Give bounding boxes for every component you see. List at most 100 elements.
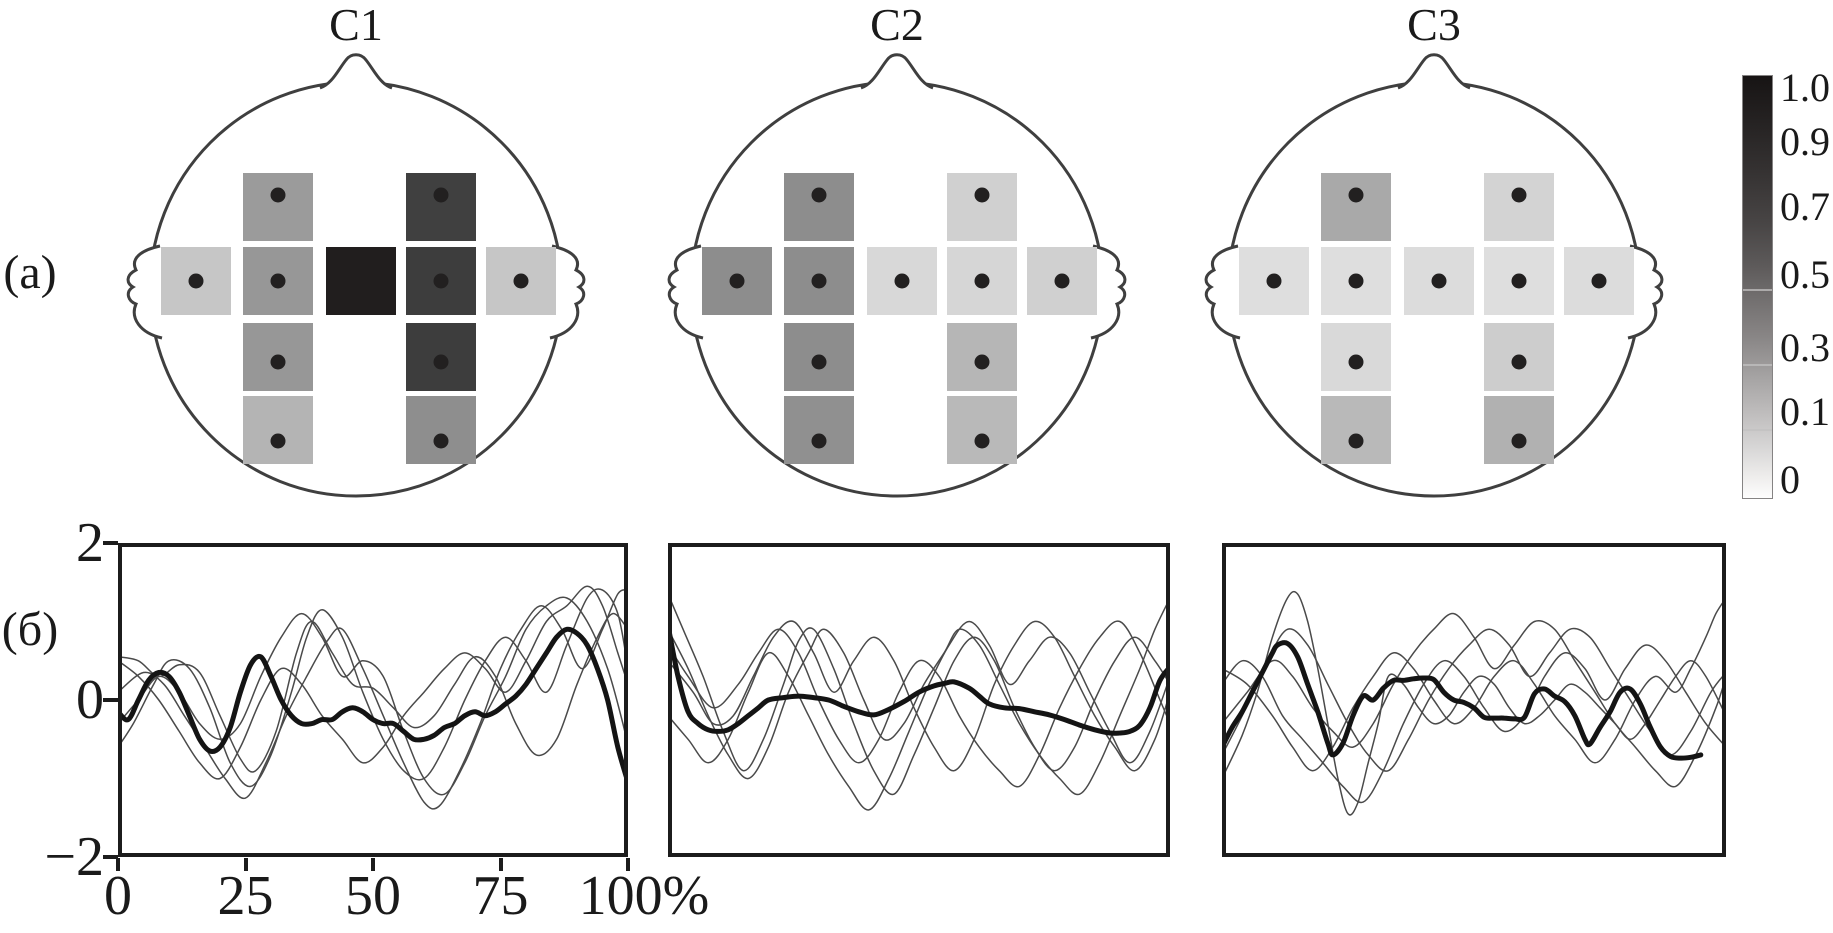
- head-nose-outline: [319, 53, 393, 90]
- x-axis-tick: [116, 858, 120, 871]
- electrode-dot-r2c2: [1348, 273, 1364, 289]
- head-left-ear: [1206, 246, 1240, 338]
- colorbar-label-0.5: 0.5: [1780, 252, 1830, 297]
- topomap-c1: [126, 53, 586, 498]
- head-left-ear-outline: [1204, 244, 1241, 340]
- electrode-dot-r2c2: [270, 273, 286, 289]
- head-left-ear: [669, 246, 703, 338]
- electrode-dot-r2c4: [433, 273, 449, 289]
- panel-b-label: (б): [1, 603, 59, 656]
- electrode-cell-r4c4: [947, 396, 1017, 464]
- electrode-dot-r3c2: [811, 354, 827, 370]
- colorbar-label-0.7: 0.7: [1780, 184, 1830, 229]
- x-axis-tick-label: 25: [217, 865, 274, 927]
- map-title-c2: C2: [870, 0, 924, 50]
- electrode-dot-r1c2: [1348, 187, 1364, 203]
- trial-curve-c3-trial-4: [1224, 644, 1724, 804]
- electrode-dot-r2c5: [513, 273, 529, 289]
- trial-curve-c3-trial-1: [1224, 590, 1724, 816]
- electrode-dot-r3c2: [270, 354, 286, 370]
- plot-frame-c2: [668, 543, 1170, 857]
- colorbar-label-0.1: 0.1: [1780, 389, 1830, 434]
- y-axis-tick-label: −2: [44, 826, 104, 888]
- x-axis-tick: [371, 858, 375, 871]
- electrode-dot-r1c2: [270, 187, 286, 203]
- electrode-dot-r2c5: [1054, 273, 1070, 289]
- electrode-cell-r4c2: [1321, 396, 1391, 464]
- trial-curve-c1-trial-5: [120, 585, 626, 780]
- electrode-dot-r2c3: [894, 273, 910, 289]
- electrode-dot-r2c4: [974, 273, 990, 289]
- x-axis-tick-label: 50: [345, 865, 401, 927]
- trial-curve-c2-trial-4: [670, 620, 1168, 811]
- trial-curve-c1-trial-3: [120, 589, 626, 810]
- colorbar-label-0.3: 0.3: [1780, 325, 1830, 370]
- electrode-dot-r4c4: [974, 433, 990, 449]
- map-title-c1: C1: [329, 0, 383, 50]
- electrode-dot-r3c4: [433, 354, 449, 370]
- head-right-ear-outline: [1090, 244, 1127, 340]
- electrode-dot-r1c4: [433, 187, 449, 203]
- timecourse-plot-c3: [1222, 543, 1726, 857]
- electrode-dot-r2c3: [1431, 273, 1447, 289]
- trial-curve-c1-trial-2: [120, 588, 626, 788]
- head-right-ear-outline: [549, 244, 586, 340]
- electrode-cell-r4c4: [406, 396, 476, 464]
- colorbar-divider: [1743, 364, 1772, 366]
- colorbar-divider: [1743, 289, 1772, 291]
- colorbar-label-0.9: 0.9: [1780, 119, 1830, 164]
- electrode-dot-r2c1: [729, 273, 745, 289]
- trial-curve-c1-trial-4: [120, 596, 626, 796]
- head-left-ear-outline: [126, 244, 163, 340]
- electrode-dot-r4c4: [1511, 433, 1527, 449]
- trial-curve-c1-trial-1: [120, 612, 626, 773]
- y-axis-tick: [103, 855, 118, 859]
- trial-curve-c2-trial-2: [670, 600, 1168, 796]
- panel-a-label: (а): [3, 246, 57, 299]
- head-nose-outline: [860, 53, 934, 90]
- trial-curve-c2-trial-3: [670, 620, 1168, 772]
- trial-curve-c2-trial-1: [670, 596, 1168, 796]
- head-nose-outline: [1397, 53, 1471, 90]
- electrode-cell-r1c4: [947, 173, 1017, 241]
- colorbar-divider: [1743, 429, 1772, 431]
- head-left-ear: [128, 246, 162, 338]
- electrode-dot-r2c1: [1266, 273, 1282, 289]
- head-nose: [861, 54, 933, 96]
- x-axis-tick: [626, 858, 630, 871]
- electrode-dot-r1c2: [811, 187, 827, 203]
- electrode-cell-r4c4: [1484, 396, 1554, 464]
- electrode-dot-r4c2: [811, 433, 827, 449]
- trial-curve-c3-trial-2: [1224, 627, 1724, 772]
- y-axis-tick-label: 2: [76, 512, 104, 574]
- map-title-c3: C3: [1407, 0, 1461, 50]
- electrode-dot-r4c2: [270, 433, 286, 449]
- head-left-ear-outline: [667, 244, 704, 340]
- x-axis-tick-label: 75: [472, 865, 529, 927]
- topomap-c3: [1204, 53, 1664, 498]
- electrode-cell-r1c2: [784, 173, 854, 241]
- electrode-cell-r1c2: [1321, 173, 1391, 241]
- electrode-cell-r4c2: [243, 396, 313, 464]
- electrode-dot-r1c4: [974, 187, 990, 203]
- electrode-dot-r3c4: [974, 354, 990, 370]
- electrode-cell-r1c2: [243, 173, 313, 241]
- y-axis-tick-label: 0: [76, 669, 104, 731]
- electrode-cell-r1c4: [1484, 173, 1554, 241]
- topomap-c2: [667, 53, 1127, 498]
- mean-curve-c1: [120, 626, 626, 784]
- electrode-dot-r2c2: [811, 273, 827, 289]
- electrode-dot-r2c5: [1591, 273, 1607, 289]
- electrode-cell-r2c3: [326, 247, 396, 315]
- plot-frame-c1: [118, 543, 628, 857]
- x-axis-tick-label: 0: [104, 865, 132, 927]
- colorbar-label-1.0: 1.0: [1780, 65, 1830, 110]
- x-axis-tick: [243, 858, 248, 871]
- timecourse-plot-c2: [668, 543, 1170, 857]
- electrode-dot-r4c2: [1348, 433, 1364, 449]
- head-nose: [1398, 54, 1470, 96]
- head-right-ear-outline: [1627, 244, 1664, 340]
- electrode-dot-r4c4: [433, 433, 449, 449]
- trial-curve-c2-trial-5: [670, 620, 1168, 788]
- x-axis-tick-label: 100%: [578, 865, 710, 927]
